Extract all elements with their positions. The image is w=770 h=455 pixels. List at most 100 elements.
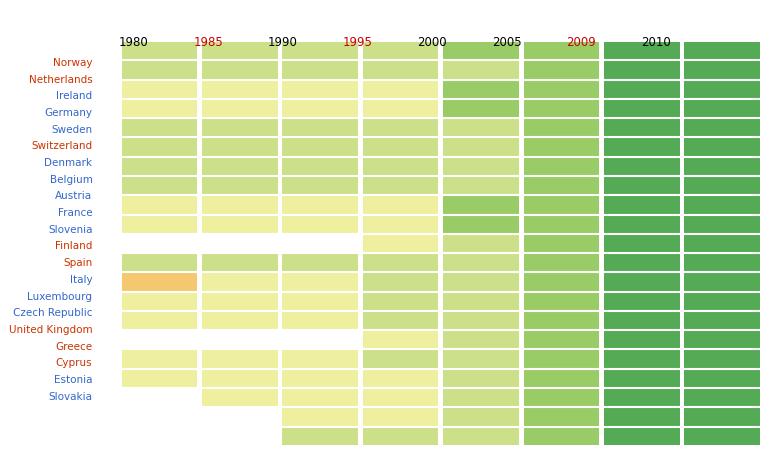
Bar: [524, 369, 599, 388]
Bar: [363, 157, 438, 175]
Bar: [444, 389, 519, 407]
Bar: [122, 119, 197, 137]
Bar: [122, 196, 197, 214]
Bar: [203, 234, 278, 253]
Bar: [283, 99, 358, 117]
Bar: [363, 196, 438, 214]
Text: 1980: 1980: [119, 36, 149, 49]
Bar: [444, 215, 519, 233]
Bar: [363, 331, 438, 349]
Bar: [444, 331, 519, 349]
Bar: [203, 177, 278, 195]
Bar: [203, 80, 278, 98]
Bar: [685, 61, 760, 79]
Bar: [122, 350, 197, 368]
Bar: [203, 292, 278, 310]
Bar: [122, 61, 197, 79]
Text: France: France: [58, 208, 92, 218]
Bar: [203, 41, 278, 60]
Bar: [203, 369, 278, 388]
Text: 2005: 2005: [492, 36, 521, 49]
Bar: [524, 138, 599, 156]
Bar: [604, 331, 679, 349]
Bar: [363, 350, 438, 368]
Text: Greece: Greece: [55, 342, 92, 352]
Bar: [685, 157, 760, 175]
Text: Switzerland: Switzerland: [32, 142, 92, 152]
Bar: [363, 41, 438, 60]
Bar: [444, 369, 519, 388]
Bar: [122, 273, 197, 291]
Bar: [685, 350, 760, 368]
Bar: [604, 389, 679, 407]
Bar: [363, 80, 438, 98]
Bar: [524, 389, 599, 407]
Bar: [122, 80, 197, 98]
Bar: [444, 312, 519, 329]
Bar: [444, 273, 519, 291]
Bar: [604, 369, 679, 388]
Bar: [283, 312, 358, 329]
Bar: [685, 331, 760, 349]
Bar: [685, 119, 760, 137]
Bar: [604, 196, 679, 214]
Bar: [685, 234, 760, 253]
Text: Luxembourg: Luxembourg: [28, 292, 92, 302]
Bar: [685, 312, 760, 329]
Bar: [122, 408, 197, 426]
Bar: [203, 312, 278, 329]
Bar: [524, 196, 599, 214]
Bar: [524, 273, 599, 291]
Text: 2000: 2000: [417, 36, 447, 49]
Bar: [283, 234, 358, 253]
Bar: [203, 350, 278, 368]
Text: 1995: 1995: [343, 36, 372, 49]
Bar: [283, 253, 358, 272]
Bar: [363, 292, 438, 310]
Text: United Kingdom: United Kingdom: [8, 325, 92, 335]
Bar: [283, 138, 358, 156]
Bar: [203, 253, 278, 272]
Bar: [363, 253, 438, 272]
Bar: [283, 350, 358, 368]
Text: 1990: 1990: [268, 36, 298, 49]
Bar: [604, 119, 679, 137]
Bar: [283, 119, 358, 137]
Bar: [524, 350, 599, 368]
Bar: [363, 427, 438, 445]
Bar: [524, 427, 599, 445]
Bar: [203, 138, 278, 156]
Bar: [203, 61, 278, 79]
Bar: [363, 138, 438, 156]
Text: Germany: Germany: [45, 108, 92, 118]
Bar: [283, 427, 358, 445]
Bar: [363, 234, 438, 253]
Bar: [604, 61, 679, 79]
Bar: [122, 369, 197, 388]
Bar: [685, 196, 760, 214]
Bar: [122, 427, 197, 445]
Bar: [122, 138, 197, 156]
Bar: [444, 41, 519, 60]
Bar: [444, 80, 519, 98]
Bar: [203, 196, 278, 214]
Bar: [283, 331, 358, 349]
Bar: [122, 253, 197, 272]
Bar: [283, 389, 358, 407]
Bar: [122, 292, 197, 310]
Bar: [363, 99, 438, 117]
Bar: [524, 312, 599, 329]
Bar: [604, 157, 679, 175]
Bar: [524, 331, 599, 349]
Bar: [444, 292, 519, 310]
Bar: [604, 234, 679, 253]
Bar: [122, 312, 197, 329]
Bar: [524, 80, 599, 98]
Bar: [604, 427, 679, 445]
Bar: [524, 234, 599, 253]
Bar: [604, 215, 679, 233]
Bar: [283, 157, 358, 175]
Bar: [444, 157, 519, 175]
Bar: [604, 138, 679, 156]
Text: 2010: 2010: [641, 36, 671, 49]
